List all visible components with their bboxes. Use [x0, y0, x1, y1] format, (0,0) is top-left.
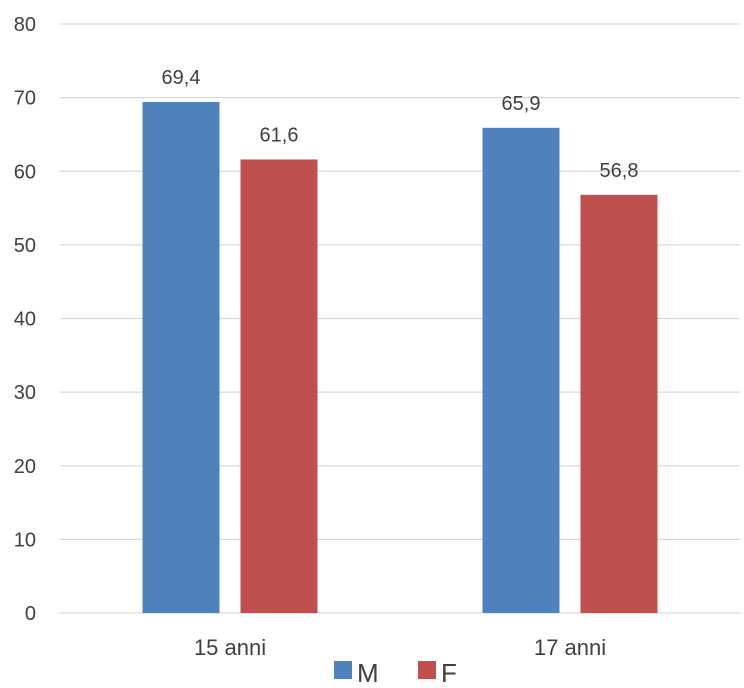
- y-tick-label: 60: [14, 161, 36, 183]
- legend-swatch-F: [418, 661, 436, 679]
- data-labels: 69,4 61,6 65,9 56,8: [162, 67, 639, 182]
- data-label: 56,8: [600, 160, 639, 182]
- y-tick-label: 30: [14, 382, 36, 404]
- y-tick-label: 0: [25, 603, 36, 625]
- x-axis-category-labels: 15 anni 17 anni: [194, 635, 606, 660]
- y-tick-label: 10: [14, 529, 36, 551]
- legend-label-M: M: [357, 658, 379, 688]
- bar-F-1: [580, 194, 658, 613]
- legend-label-F: F: [441, 658, 457, 688]
- x-category-label: 17 anni: [534, 635, 606, 660]
- data-label: 61,6: [260, 124, 299, 146]
- x-category-label: 15 anni: [194, 635, 266, 660]
- y-tick-label: 50: [14, 235, 36, 257]
- bar-M-0: [142, 102, 220, 613]
- y-tick-label: 20: [14, 456, 36, 478]
- y-tick-label: 40: [14, 309, 36, 331]
- legend-swatch-M: [334, 661, 352, 679]
- y-tick-label: 80: [14, 14, 36, 36]
- y-tick-label: 70: [14, 88, 36, 110]
- bar-F-0: [240, 159, 318, 613]
- bars: [142, 102, 658, 613]
- data-label: 69,4: [162, 67, 201, 89]
- data-label: 65,9: [502, 93, 541, 115]
- bar-M-1: [482, 127, 560, 613]
- y-axis-tick-labels: 0 10 20 30 40 50 60 70 80: [14, 14, 36, 625]
